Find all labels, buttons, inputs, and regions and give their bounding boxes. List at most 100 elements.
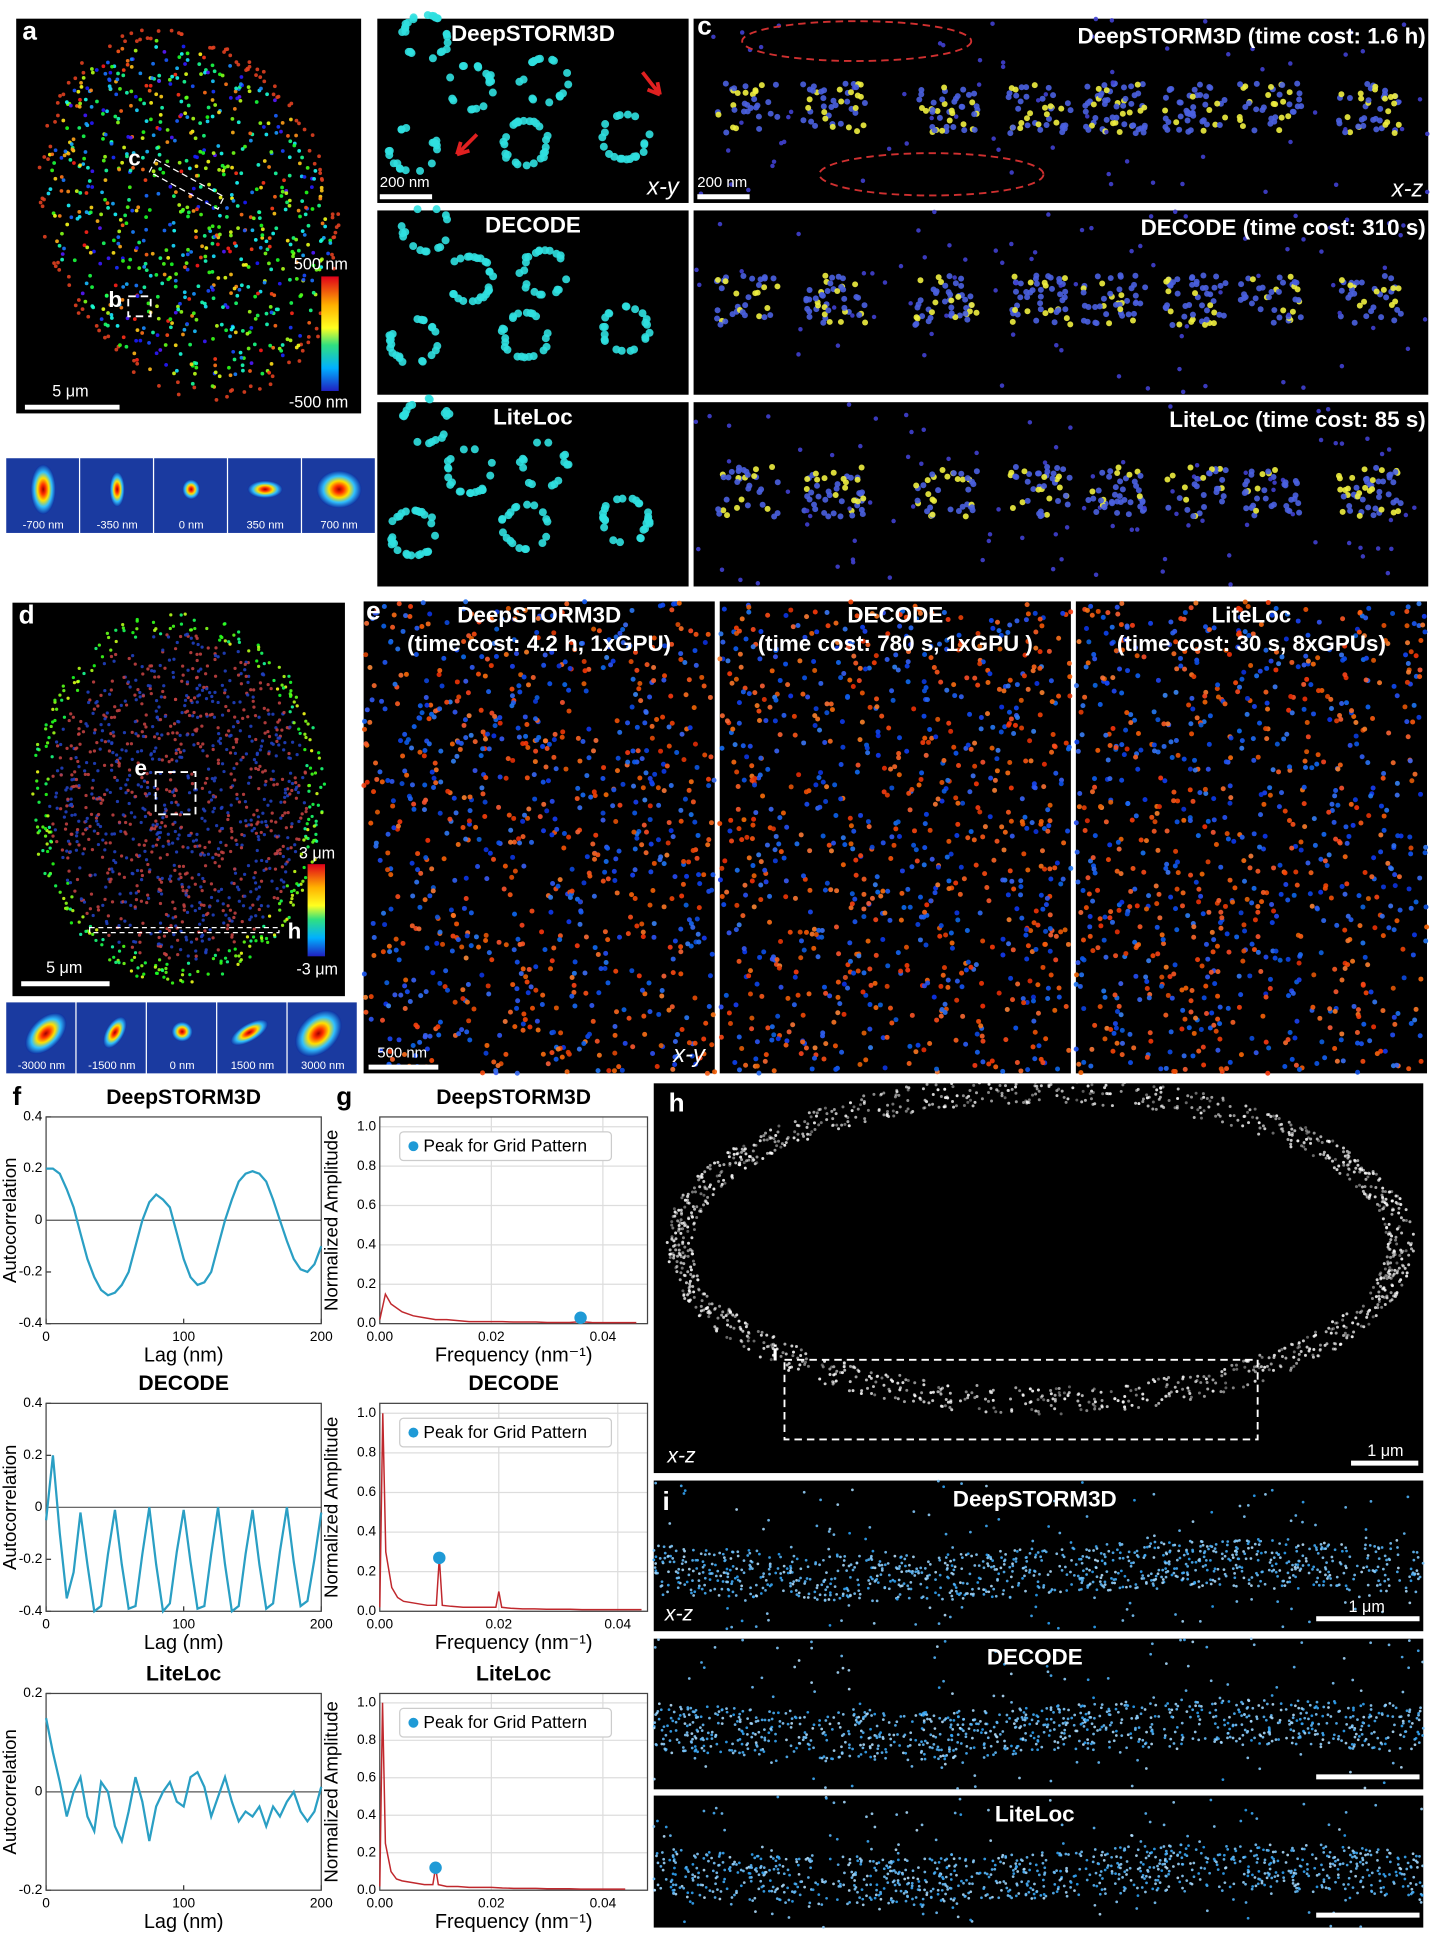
spot (295, 785, 299, 790)
spot (1200, 127, 1207, 134)
spot (1169, 321, 1176, 328)
spot (148, 273, 153, 278)
spot (318, 196, 323, 201)
spot (1316, 408, 1321, 414)
spot (61, 684, 65, 688)
spot (583, 934, 589, 940)
spot (171, 731, 175, 735)
spot (751, 473, 758, 480)
box-label: b (108, 287, 122, 312)
spot (294, 237, 299, 242)
spot (172, 228, 177, 233)
spot (202, 133, 206, 138)
spot (1381, 95, 1388, 102)
spot (142, 101, 146, 106)
spot (441, 655, 447, 661)
spot (1164, 46, 1170, 51)
spot (553, 766, 559, 772)
spot (1029, 820, 1035, 826)
spot (454, 698, 460, 704)
spot (80, 61, 84, 65)
spot (258, 289, 263, 294)
spot (809, 87, 816, 94)
spot (204, 697, 209, 701)
spot (158, 256, 163, 260)
spot (237, 640, 242, 644)
spot (408, 400, 417, 409)
spot (1162, 107, 1169, 114)
spot (45, 123, 50, 128)
spot (205, 115, 210, 119)
spot (179, 929, 183, 933)
spot (295, 837, 299, 841)
spot (110, 945, 115, 949)
spot (393, 546, 402, 555)
spot (1012, 307, 1019, 313)
spot (55, 707, 59, 711)
spot (145, 900, 149, 905)
spot (821, 109, 828, 116)
spot (815, 954, 821, 960)
spot (1026, 471, 1033, 478)
spot (844, 98, 851, 105)
spot (421, 799, 427, 805)
spot (159, 94, 164, 99)
spot (103, 71, 108, 76)
spot (189, 651, 193, 655)
spot (261, 770, 265, 774)
spot (91, 913, 95, 918)
spot (502, 533, 511, 542)
spot (158, 856, 162, 860)
spot (136, 761, 140, 765)
spot (1353, 484, 1360, 491)
spot (854, 128, 861, 135)
spot (191, 641, 195, 645)
spot (44, 782, 48, 786)
spot (939, 467, 946, 473)
spot (269, 362, 274, 366)
spot (640, 934, 646, 940)
spot (266, 803, 270, 807)
spot (466, 1018, 472, 1024)
spot (398, 672, 404, 678)
spot (432, 136, 441, 145)
spot (279, 889, 283, 894)
spot (1425, 131, 1430, 137)
spot (235, 792, 239, 797)
spot (179, 634, 183, 639)
spot (69, 215, 74, 220)
spot (273, 98, 277, 103)
spot (666, 724, 672, 730)
spot (199, 903, 204, 907)
spot (538, 508, 547, 517)
spot (1018, 84, 1025, 91)
spot (1399, 126, 1405, 132)
spot (195, 686, 199, 690)
spot (37, 800, 41, 804)
spot (158, 632, 163, 636)
spot (185, 267, 190, 272)
spot (162, 228, 167, 233)
spot (203, 781, 208, 785)
spot (512, 911, 518, 917)
spot (274, 820, 278, 824)
spot (310, 133, 315, 137)
spot (487, 458, 496, 467)
spot (1356, 512, 1363, 519)
spot (580, 792, 586, 798)
spot (237, 637, 241, 641)
spot (930, 286, 937, 293)
spot (1114, 470, 1121, 477)
spot (1417, 97, 1423, 102)
spot (81, 852, 85, 856)
spot (136, 688, 140, 692)
spot (219, 961, 223, 965)
spot (185, 252, 190, 257)
spot (260, 939, 264, 943)
spot (483, 258, 492, 267)
spot (208, 45, 212, 50)
spot (1203, 316, 1210, 323)
spot (1251, 127, 1258, 134)
spot (908, 301, 913, 306)
spot (670, 1066, 676, 1072)
